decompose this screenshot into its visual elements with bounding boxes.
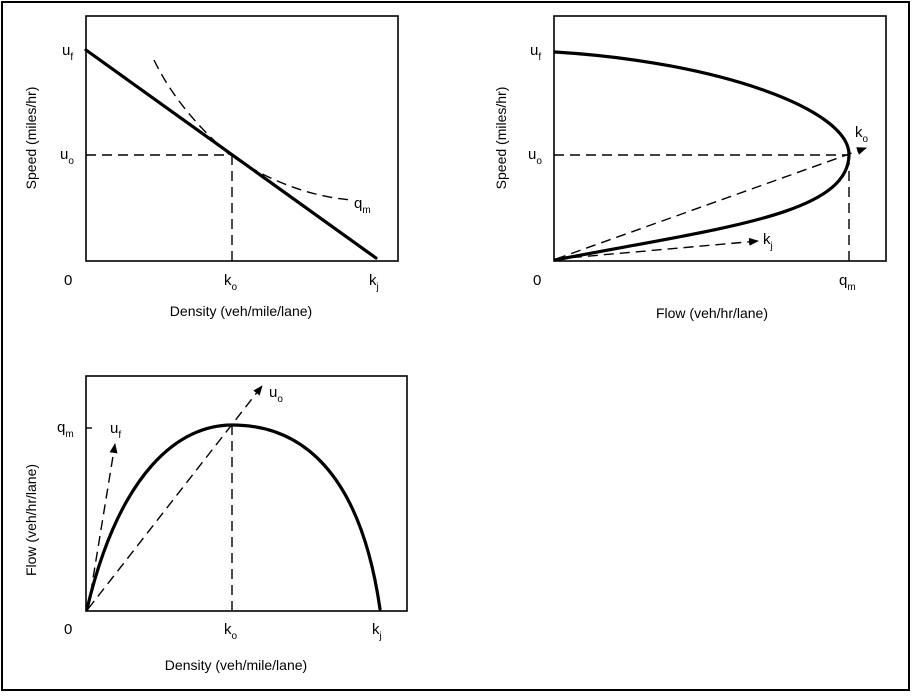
plot-frame	[553, 15, 887, 262]
qm-label: qm	[839, 272, 856, 293]
ko-label: ko	[224, 621, 238, 642]
speed-flow-curve	[553, 50, 851, 262]
kj-label: kj	[372, 621, 382, 642]
uf-label: uf	[110, 420, 121, 441]
kj-label: kj	[369, 272, 379, 293]
plot-frame	[85, 375, 408, 612]
panel-flow-density: uo uf qm 0 ko kj Density (veh/mile/lane)…	[23, 375, 408, 673]
y-axis-title: Speed (miles/hr)	[23, 87, 39, 190]
uf-label: uf	[530, 42, 541, 63]
origin-label: 0	[64, 272, 72, 289]
kj-ray-arrow	[555, 237, 759, 260]
origin-label: 0	[64, 621, 72, 638]
ko-label: ko	[224, 272, 238, 293]
uf-ray-arrow	[87, 443, 118, 610]
uo-label: uo	[528, 146, 542, 167]
uf-label: uf	[62, 42, 73, 63]
x-axis-title: Density (veh/mile/lane)	[170, 303, 312, 319]
ko-ray-arrow	[555, 147, 867, 260]
ko-label: ko	[855, 124, 869, 145]
x-axis-title: Density (veh/mile/lane)	[165, 657, 307, 673]
x-axis-title: Flow (veh/hr/lane)	[656, 305, 768, 321]
kj-label: kj	[763, 231, 773, 252]
uo-label: uo	[60, 146, 74, 167]
panel-speed-density: uf uo qm 0 ko kj Density (veh/mile/lane)…	[23, 15, 399, 319]
flow-density-curve	[85, 423, 382, 611]
panel-speed-flow: uf uo ko kj 0 qm Flow (veh/hr/lane) Spee…	[493, 15, 887, 321]
flow-contour-qm	[153, 59, 353, 201]
plot-frame	[85, 15, 399, 262]
y-axis-title: Speed (miles/hr)	[493, 87, 509, 190]
qm-label: qm	[354, 195, 371, 216]
y-axis-title: Flow (veh/hr/lane)	[23, 464, 39, 576]
origin-label: 0	[533, 272, 541, 289]
speed-density-line	[84, 48, 378, 260]
qm-label: qm	[57, 419, 74, 440]
uo-label: uo	[269, 384, 283, 405]
